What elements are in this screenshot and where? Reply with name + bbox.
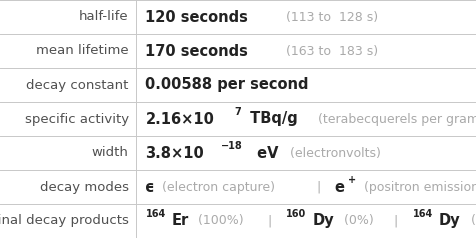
Text: decay modes: decay modes	[40, 180, 129, 193]
Text: |: |	[260, 214, 280, 228]
Text: (0%): (0%)	[466, 214, 476, 228]
Text: |: |	[308, 180, 328, 193]
Text: 2.16×10: 2.16×10	[145, 111, 214, 127]
Text: 7: 7	[234, 107, 240, 117]
Text: (electronvolts): (electronvolts)	[285, 147, 380, 159]
Text: Dy: Dy	[438, 213, 459, 228]
Text: (113 to  128 s): (113 to 128 s)	[278, 10, 377, 24]
Text: (electron capture): (electron capture)	[158, 180, 274, 193]
Text: (0%): (0%)	[340, 214, 373, 228]
Text: e: e	[334, 179, 344, 194]
Text: (163 to  183 s): (163 to 183 s)	[278, 45, 377, 58]
Text: 120 seconds: 120 seconds	[145, 10, 248, 25]
Text: (100%): (100%)	[193, 214, 243, 228]
Text: ϵ: ϵ	[145, 179, 155, 194]
Text: decay constant: decay constant	[26, 79, 129, 91]
Text: width: width	[92, 147, 129, 159]
Text: TBq/g: TBq/g	[245, 111, 298, 127]
Text: (positron emission): (positron emission)	[359, 180, 476, 193]
Text: (terabecquerels per gram): (terabecquerels per gram)	[313, 113, 476, 125]
Text: 160: 160	[286, 208, 306, 218]
Text: specific activity: specific activity	[25, 113, 129, 125]
Text: 170 seconds: 170 seconds	[145, 44, 248, 59]
Text: eV: eV	[251, 145, 278, 160]
Text: −18: −18	[221, 140, 243, 150]
Text: Er: Er	[171, 213, 188, 228]
Text: half-life: half-life	[79, 10, 129, 24]
Text: 3.8×10: 3.8×10	[145, 145, 204, 160]
Text: final decay products: final decay products	[0, 214, 129, 228]
Text: 0.00588 per second: 0.00588 per second	[145, 78, 308, 93]
Text: Dy: Dy	[312, 213, 334, 228]
Text: mean lifetime: mean lifetime	[36, 45, 129, 58]
Text: 164: 164	[145, 208, 165, 218]
Text: |: |	[386, 214, 406, 228]
Text: 164: 164	[412, 208, 432, 218]
Text: +: +	[347, 174, 355, 184]
